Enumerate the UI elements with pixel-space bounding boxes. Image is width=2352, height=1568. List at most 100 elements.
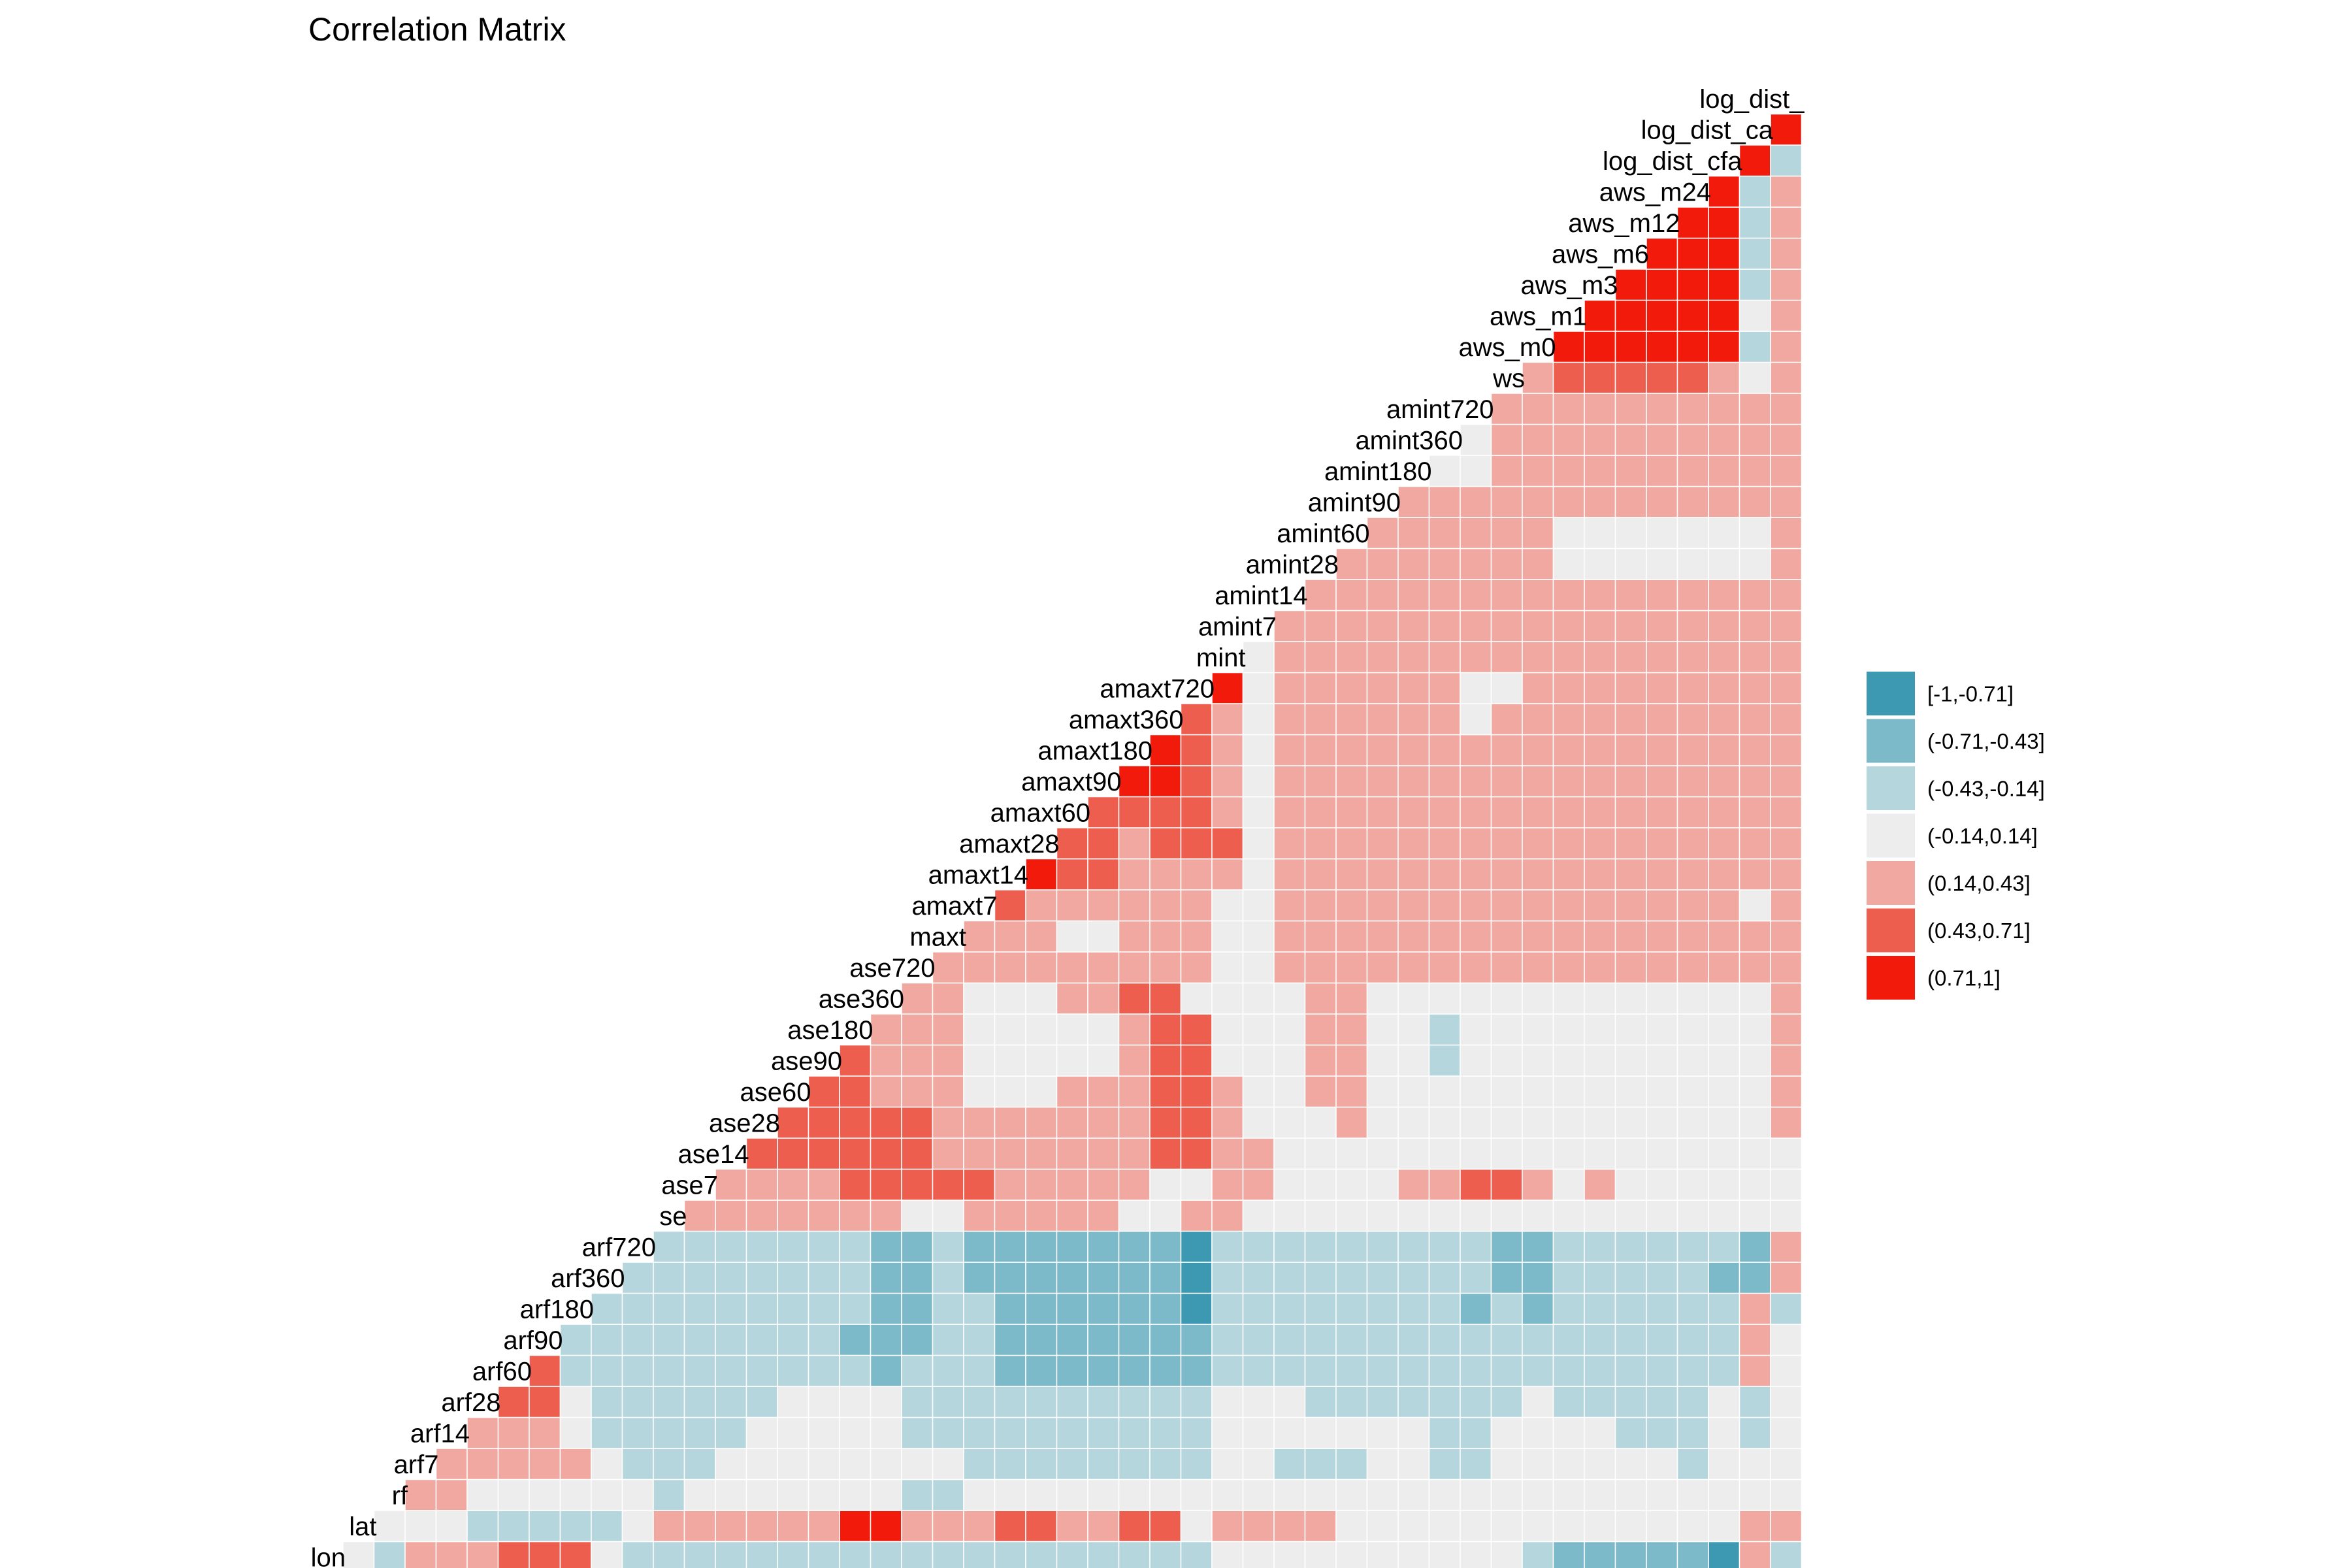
heatmap-cell-amaxt360-aws_m6 — [1614, 703, 1647, 736]
heatmap-cell-arf360-ws — [1490, 1262, 1523, 1294]
heatmap-cell-arf28-maxt — [932, 1386, 964, 1418]
heatmap-cell-ase28-amint7 — [1242, 1106, 1275, 1139]
heatmap-cell-arf28-amint90 — [1366, 1386, 1399, 1418]
heatmap-cell-ase360-amint14 — [1273, 982, 1306, 1015]
heatmap-cell-ase7-amint60 — [1335, 1168, 1368, 1201]
heatmap-cell-arf7-amaxt7 — [963, 1448, 996, 1480]
heatmap-cell-ase360-log_dist_cfa — [1708, 982, 1740, 1015]
heatmap-cell-amaxt14-aws_m3 — [1584, 858, 1616, 890]
heatmap-cell-arf14-ase14 — [715, 1416, 747, 1449]
heatmap-cell-arf720-ase180 — [839, 1230, 872, 1263]
heatmap-cell-ase180-log_dist_cfa — [1708, 1013, 1740, 1046]
heatmap-cell-amint60-aws_m24 — [1676, 517, 1709, 549]
heatmap-cell-arf14-ase28 — [745, 1416, 778, 1449]
heatmap-cell-se-aws_m1 — [1552, 1200, 1585, 1232]
heatmap-cell-arf180-amint14 — [1273, 1292, 1306, 1325]
heatmap-cell-mint-aws_m24 — [1676, 641, 1709, 674]
heatmap-cell-amint90-aws_m24 — [1676, 485, 1709, 518]
heatmap-cell-lat-amaxt90 — [1087, 1510, 1120, 1543]
heatmap-cell-arf14-aws_m6 — [1614, 1416, 1647, 1449]
heatmap-cell-amaxt180-aws_m12 — [1646, 734, 1678, 766]
heatmap-cell-arf180-amint7 — [1242, 1292, 1275, 1325]
heatmap-cell-aws_m1-aws_m12 — [1646, 299, 1678, 332]
heatmap-cell-ase60-amint14 — [1273, 1075, 1306, 1108]
heatmap-cell-amint28-amint720 — [1460, 547, 1492, 580]
heatmap-cell-aws_m3-log_dist_ca — [1739, 269, 1771, 301]
heatmap-cell-arf14-amint90 — [1366, 1416, 1399, 1449]
heatmap-cell-amint7-log_dist_ca — [1739, 610, 1771, 642]
heatmap-cell-aws_m12-log_dist_ — [1770, 206, 1803, 239]
heatmap-cell-arf7-arf360 — [591, 1448, 623, 1480]
heatmap-cell-ase14-amaxt14 — [994, 1137, 1026, 1170]
heatmap-cell-arf60-amaxt90 — [1087, 1354, 1120, 1387]
heatmap-cell-maxt-amaxt60 — [1056, 920, 1088, 953]
heatmap-cell-arf7-aws_m6 — [1614, 1448, 1647, 1480]
row-label-maxt: maxt — [909, 923, 966, 951]
heatmap-cell-arf28-amaxt90 — [1087, 1386, 1120, 1418]
heatmap-cell-mint-amint90 — [1366, 641, 1399, 674]
heatmap-cell-amaxt180-ws — [1490, 734, 1523, 766]
heatmap-cell-arf720-aws_m12 — [1646, 1230, 1678, 1263]
heatmap-cell-arf28-ase28 — [745, 1386, 778, 1418]
heatmap-cell-ase60-aws_m6 — [1614, 1075, 1647, 1108]
heatmap-cell-ase7-ase360 — [870, 1168, 902, 1201]
heatmap-cell-amint14-log_dist_cfa — [1708, 579, 1740, 612]
heatmap-cell-arf14-mint — [1211, 1416, 1244, 1449]
heatmap-cell-rf-log_dist_cfa — [1708, 1478, 1740, 1511]
heatmap-cell-arf90-aws_m3 — [1584, 1324, 1616, 1356]
heatmap-cell-amint28-log_dist_ — [1770, 547, 1803, 580]
heatmap-cell-lon-amint7 — [1242, 1541, 1275, 1568]
heatmap-cell-amaxt90-amint14 — [1273, 765, 1306, 798]
heatmap-cell-amaxt7-aws_m1 — [1552, 889, 1585, 922]
heatmap-cell-arf7-amint28 — [1304, 1448, 1337, 1480]
heatmap-cell-amint28-aws_m12 — [1646, 547, 1678, 580]
heatmap-cell-amaxt90-amint90 — [1366, 765, 1399, 798]
heatmap-cell-arf360-aws_m3 — [1584, 1262, 1616, 1294]
heatmap-cell-amint360-aws_m12 — [1646, 423, 1678, 456]
heatmap-cell-amaxt28-log_dist_cfa — [1708, 827, 1740, 860]
heatmap-cell-arf90-amint60 — [1335, 1324, 1368, 1356]
heatmap-cell-arf7-ws — [1490, 1448, 1523, 1480]
heatmap-cell-se-ase7 — [683, 1200, 716, 1232]
heatmap-cell-lat-arf60 — [497, 1510, 530, 1543]
heatmap-cell-amaxt14-ws — [1490, 858, 1523, 890]
heatmap-cell-amaxt720-aws_m12 — [1646, 672, 1678, 704]
heatmap-cell-amaxt7-amaxt14 — [994, 889, 1026, 922]
heatmap-cell-ase14-aws_m12 — [1646, 1137, 1678, 1170]
heatmap-cell-ase180-amaxt28 — [1025, 1013, 1058, 1046]
heatmap-cell-amaxt14-amaxt720 — [1180, 858, 1213, 890]
heatmap-cell-arf360-amint720 — [1460, 1262, 1492, 1294]
heatmap-cell-amint90-aws_m3 — [1584, 485, 1616, 518]
heatmap-cell-ws-log_dist_ca — [1739, 361, 1771, 394]
heatmap-cell-arf360-aws_m1 — [1552, 1262, 1585, 1294]
heatmap-cell-ase360-amaxt7 — [963, 982, 996, 1015]
heatmap-cell-arf360-aws_m6 — [1614, 1262, 1647, 1294]
heatmap-cell-amaxt14-aws_m1 — [1552, 858, 1585, 890]
heatmap-cell-arf60-log_dist_ — [1770, 1354, 1803, 1387]
heatmap-cell-amaxt14-amaxt180 — [1118, 858, 1151, 890]
heatmap-cell-amint7-aws_m24 — [1676, 610, 1709, 642]
heatmap-cell-arf14-amint180 — [1397, 1416, 1430, 1449]
row-label-amaxt90: amaxt90 — [1021, 768, 1121, 796]
heatmap-cell-rf-ws — [1490, 1478, 1523, 1511]
heatmap-cell-ase720-amaxt720 — [1180, 951, 1213, 984]
heatmap-cell-amint7-aws_m12 — [1646, 610, 1678, 642]
heatmap-cell-arf720-mint — [1211, 1230, 1244, 1263]
heatmap-cell-ase720-amint90 — [1366, 951, 1399, 984]
heatmap-cell-rf-amint7 — [1242, 1478, 1275, 1511]
heatmap-cell-arf90-amaxt14 — [994, 1324, 1026, 1356]
heatmap-cell-lat-amint90 — [1366, 1510, 1399, 1543]
heatmap-cell-arf28-aws_m3 — [1584, 1386, 1616, 1418]
heatmap-cell-lon-se — [653, 1541, 685, 1568]
heatmap-cell-ase180-ase360 — [870, 1013, 902, 1046]
heatmap-cell-amint60-aws_m6 — [1614, 517, 1647, 549]
heatmap-cell-se-mint — [1211, 1200, 1244, 1232]
heatmap-cell-arf180-ase28 — [745, 1292, 778, 1325]
heatmap-cell-arf720-amaxt28 — [1025, 1230, 1058, 1263]
heatmap-cell-ase90-amint28 — [1304, 1044, 1337, 1077]
heatmap-cell-arf90-amaxt180 — [1118, 1324, 1151, 1356]
heatmap-cell-arf7-ase360 — [870, 1448, 902, 1480]
heatmap-cell-arf90-ase28 — [745, 1324, 778, 1356]
heatmap-cell-amaxt28-log_dist_ — [1770, 827, 1803, 860]
heatmap-cell-amaxt14-amaxt90 — [1087, 858, 1120, 890]
